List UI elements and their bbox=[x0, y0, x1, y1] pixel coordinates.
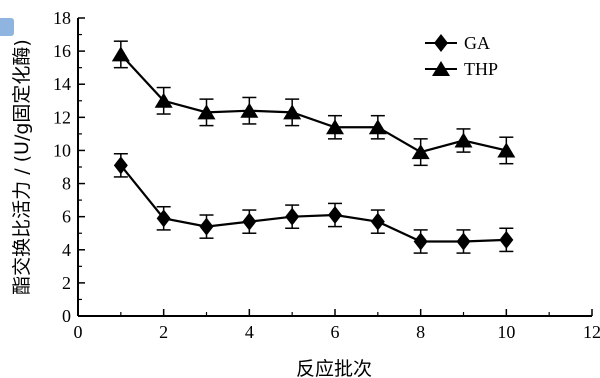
legend-label-thp: THP bbox=[464, 59, 498, 79]
data-point-ga bbox=[242, 212, 257, 231]
data-point-thp bbox=[283, 104, 302, 120]
y-tick-label: 0 bbox=[62, 306, 71, 326]
legend-marker-ga bbox=[434, 34, 448, 52]
y-tick-label: 18 bbox=[53, 8, 71, 28]
tick-labels: 0 2 4 6 8 10 12 0 2 4 6 8 10 12 14 16 18 bbox=[53, 8, 600, 342]
data-point-ga bbox=[199, 217, 214, 236]
x-tick-label: 2 bbox=[159, 322, 168, 342]
y-tick-label: 4 bbox=[62, 240, 71, 260]
y-tick-label: 10 bbox=[53, 140, 71, 160]
x-tick-label: 10 bbox=[497, 322, 515, 342]
legend-marker-thp bbox=[432, 61, 450, 76]
data-point-ga bbox=[156, 209, 171, 228]
data-point-ga bbox=[285, 207, 300, 226]
legend-item-thp: THP bbox=[425, 59, 498, 79]
y-tick-label: 6 bbox=[62, 207, 71, 227]
data-point-thp bbox=[326, 119, 344, 135]
x-tick-label: 0 bbox=[74, 322, 83, 342]
data-point-ga bbox=[328, 206, 342, 225]
legend-label-ga: GA bbox=[464, 33, 490, 53]
x-tick-label: 8 bbox=[416, 322, 425, 342]
y-tick-label: 2 bbox=[62, 273, 71, 293]
corner-tab bbox=[0, 18, 14, 36]
y-axis-label: 酯交换比活力 / (U/g固定化酶) bbox=[11, 39, 33, 295]
series-line-ga bbox=[119, 164, 507, 243]
x-tick-label: 6 bbox=[331, 322, 340, 342]
data-point-thp bbox=[197, 104, 216, 120]
data-point-ga bbox=[113, 156, 128, 175]
series-thp bbox=[111, 40, 516, 167]
legend: GA THP bbox=[425, 33, 498, 79]
data-point-ga bbox=[456, 232, 471, 251]
series-ga bbox=[113, 153, 514, 254]
x-axis-label: 反应批次 bbox=[296, 358, 372, 378]
data-point-ga bbox=[413, 232, 428, 251]
tick-marks bbox=[77, 17, 593, 317]
series-layer bbox=[111, 40, 516, 254]
data-point-ga bbox=[499, 230, 514, 249]
data-point-thp bbox=[154, 92, 173, 108]
data-point-thp bbox=[240, 102, 259, 118]
data-point-thp bbox=[411, 144, 430, 160]
x-tick-label: 4 bbox=[245, 322, 254, 342]
data-point-thp bbox=[454, 132, 473, 148]
data-point-thp bbox=[497, 142, 516, 158]
axes bbox=[77, 18, 592, 317]
data-point-ga bbox=[370, 212, 385, 231]
y-tick-label: 12 bbox=[53, 107, 71, 127]
data-point-thp bbox=[368, 119, 387, 135]
legend-item-ga: GA bbox=[425, 33, 490, 53]
y-tick-label: 8 bbox=[62, 174, 71, 194]
series-line-thp bbox=[120, 53, 507, 154]
data-point-thp bbox=[111, 46, 130, 62]
y-tick-label: 14 bbox=[53, 74, 71, 94]
x-tick-label: 12 bbox=[583, 322, 600, 342]
y-tick-label: 16 bbox=[53, 41, 71, 61]
